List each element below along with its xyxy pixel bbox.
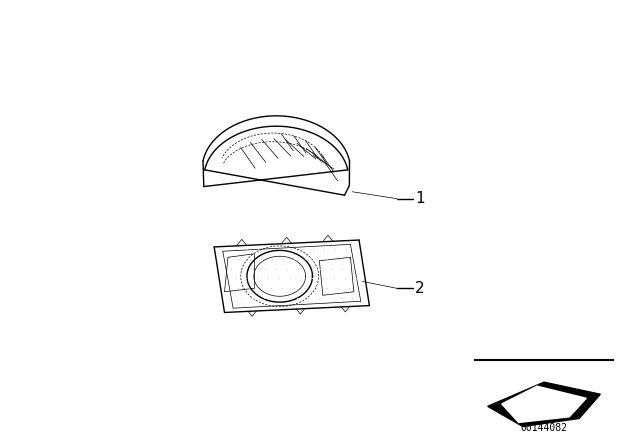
Text: 2: 2: [415, 281, 424, 296]
Polygon shape: [488, 382, 600, 426]
Text: 1: 1: [415, 191, 424, 206]
Text: 00144082: 00144082: [520, 423, 568, 433]
Polygon shape: [502, 386, 586, 422]
